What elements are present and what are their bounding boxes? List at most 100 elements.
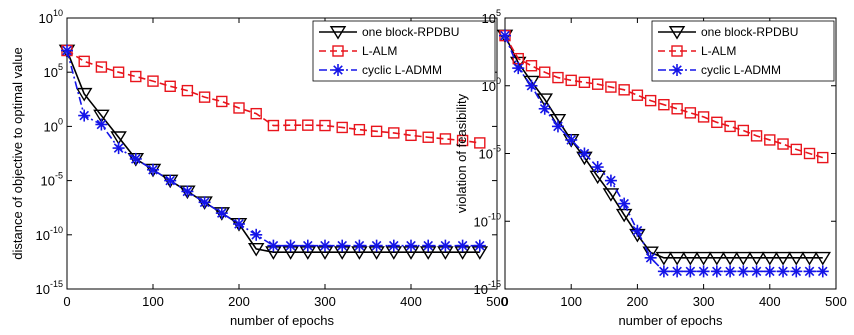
data-point (422, 240, 434, 252)
data-point (499, 30, 511, 42)
data-point (405, 240, 417, 252)
x-tick-label: 400 (759, 294, 781, 309)
legend-label: one block-RPDBU (362, 25, 459, 39)
legend-label: cyclic L-ADMM (362, 63, 442, 77)
data-point (319, 240, 331, 252)
data-point (777, 265, 789, 277)
data-point (474, 240, 486, 252)
y-tick-label: 105 (482, 8, 501, 26)
data-point (645, 252, 657, 264)
y-tick-label: 10-10 (36, 225, 63, 243)
data-point (439, 240, 451, 252)
data-point (552, 120, 564, 132)
y-tick-label: 100 (482, 76, 501, 94)
x-tick-label: 0 (63, 294, 70, 309)
data-point (353, 240, 365, 252)
data-point (250, 229, 262, 241)
legend-marker (332, 64, 344, 76)
data-point (199, 196, 211, 208)
y-tick-label: 10-15 (36, 279, 63, 297)
y-tick-label: 100 (44, 116, 63, 134)
data-point (79, 56, 89, 66)
data-point (267, 240, 279, 252)
data-point (388, 240, 400, 252)
data-point (61, 45, 73, 57)
data-point (164, 175, 176, 187)
data-point (565, 134, 577, 146)
legend-label: L-ALM (362, 44, 397, 58)
data-point (165, 81, 175, 91)
data-point (592, 161, 604, 173)
data-point (512, 62, 524, 74)
data-point (632, 90, 642, 100)
data-point (78, 110, 90, 122)
data-point (113, 142, 125, 154)
legend-item: cyclic L-ADMM (319, 63, 442, 77)
data-point (131, 72, 141, 82)
legend-marker (671, 64, 683, 76)
x-axis-label: number of epochs (618, 313, 723, 328)
x-tick-label: 400 (400, 294, 422, 309)
data-point (578, 148, 590, 160)
data-point (672, 104, 682, 114)
data-point (685, 108, 695, 118)
x-tick-label: 200 (627, 294, 649, 309)
x-tick-label: 300 (693, 294, 715, 309)
data-point (336, 240, 348, 252)
chart-panel-2: 0 100 200 300 400 500 105 100 10-5 10-10 10-15 numb… (454, 8, 847, 328)
data-point (817, 265, 829, 277)
data-point (631, 225, 643, 237)
data-point (618, 198, 630, 210)
data-point (147, 164, 159, 176)
data-point (790, 265, 802, 277)
data-point (526, 61, 536, 71)
data-point (217, 96, 227, 106)
data-point (457, 240, 469, 252)
x-tick-label: 0 (501, 294, 508, 309)
y-tick-label: 1010 (39, 8, 63, 26)
data-point (216, 207, 228, 219)
y-tick-label: 105 (44, 62, 63, 80)
data-point (233, 218, 245, 230)
data-point (724, 265, 736, 277)
data-point (711, 265, 723, 277)
x-tick-label: 500 (825, 294, 847, 309)
legend: one block-RPDBU L-ALM cyclic L-ADMM (652, 21, 834, 81)
x-tick-label: 100 (560, 294, 582, 309)
y-tick-label: 10-5 (41, 171, 63, 189)
data-point (684, 265, 696, 277)
data-point (525, 80, 537, 92)
data-point (605, 175, 617, 187)
data-point (130, 153, 142, 165)
data-point (725, 121, 735, 131)
chart-panel-1: 0 100 200 300 400 500 1010 105 100 10-5 10-10 10-15… (10, 8, 508, 328)
legend-label: L-ALM (701, 44, 736, 58)
data-point (738, 125, 748, 135)
data-point (302, 240, 314, 252)
legend: one block-RPDBU L-ALM cyclic L-ADMM (313, 21, 495, 81)
x-tick-label: 100 (142, 294, 164, 309)
x-axis-label: number of epochs (230, 313, 335, 328)
data-point (671, 265, 683, 277)
data-point (658, 265, 670, 277)
data-point (778, 139, 788, 149)
legend-label: cyclic L-ADMM (701, 63, 781, 77)
data-point (764, 265, 776, 277)
data-point (751, 265, 763, 277)
x-tick-label: 200 (228, 294, 250, 309)
data-point (371, 240, 383, 252)
data-point (95, 118, 107, 130)
legend-label: one block-RPDBU (701, 25, 798, 39)
y-tick-label: 10-5 (479, 144, 501, 162)
data-point (698, 265, 710, 277)
legend-item: cyclic L-ADMM (658, 63, 781, 77)
y-axis-label: violation of feasibility (454, 93, 469, 213)
y-axis-label: distance of objective to optimal value (10, 47, 25, 259)
data-point (285, 240, 297, 252)
x-tick-label: 300 (314, 294, 336, 309)
data-point (804, 265, 816, 277)
data-point (181, 185, 193, 197)
data-point (737, 265, 749, 277)
data-point (539, 103, 551, 115)
